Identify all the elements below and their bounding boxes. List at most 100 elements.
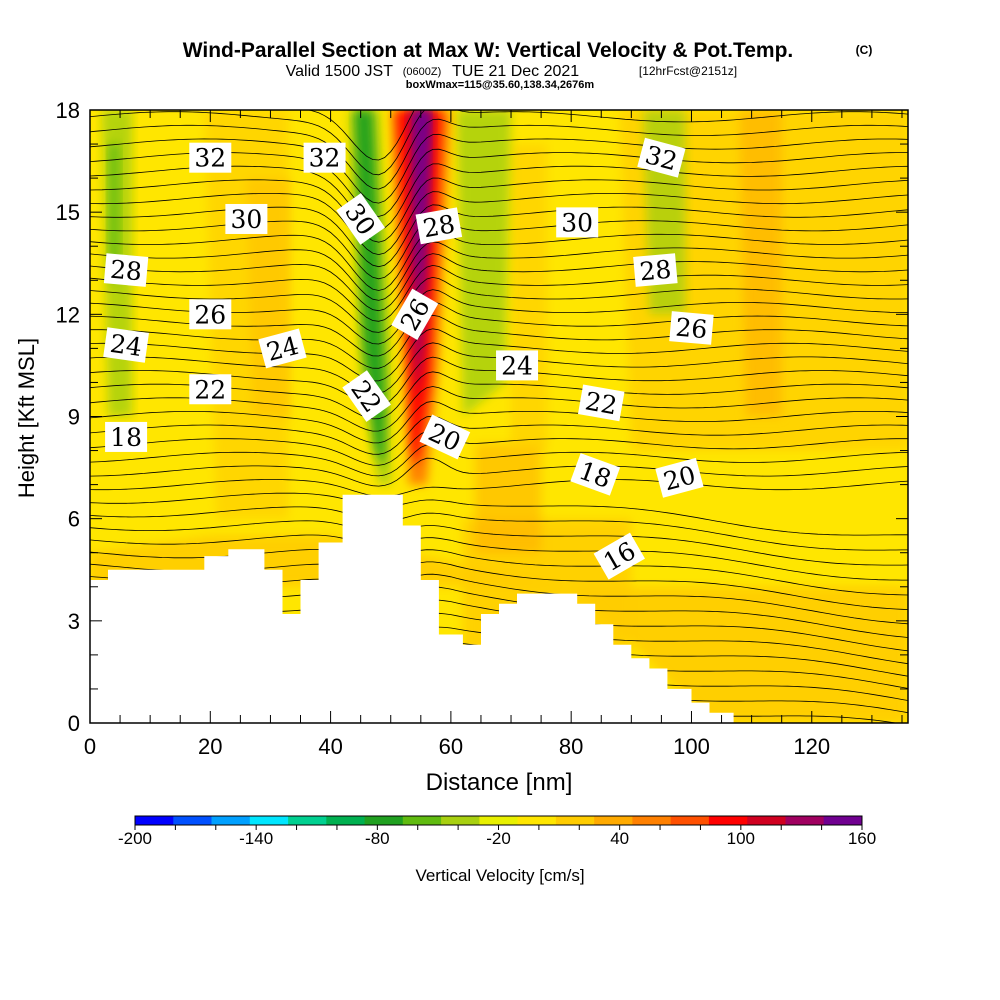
colorbar-tick-label: 100 <box>727 829 755 848</box>
colorbar-tick-label: 40 <box>610 829 629 848</box>
isentrope-line <box>90 118 908 190</box>
y-tick-label: 6 <box>68 507 80 532</box>
colorbar-swatch <box>173 816 213 825</box>
theta-label: 18 <box>105 421 148 452</box>
theta-label-bg <box>669 311 714 345</box>
west-green-core <box>108 144 121 281</box>
colorbar-swatch <box>326 816 366 825</box>
theta-label-bg <box>303 142 346 173</box>
terrain <box>90 494 734 723</box>
theta-label-text: 22 <box>194 375 226 404</box>
theta-label: 28 <box>103 253 149 287</box>
theta-label: 22 <box>577 384 625 422</box>
y-tick-label: 18 <box>56 98 80 123</box>
theta-label-text: 26 <box>674 313 708 345</box>
box-wmax-label: boxWmax=115@35.60,138.34,2676m <box>406 79 595 91</box>
isentrope-line <box>90 133 908 204</box>
isentrope-line <box>90 264 908 322</box>
colorbar-swatch <box>441 816 480 825</box>
isentrope-line <box>90 430 908 466</box>
theta-label-text: 32 <box>194 144 226 173</box>
theta-label-bg <box>556 207 599 238</box>
colorbar-swatch <box>517 816 557 825</box>
theta-label: 32 <box>303 142 346 173</box>
theta-label-bg <box>189 142 232 173</box>
updraft-purple <box>414 110 430 298</box>
upper-west-orange <box>204 110 289 519</box>
theta-label-bg <box>593 532 645 580</box>
isentrope-line <box>90 492 908 536</box>
theta-label-text: 28 <box>109 255 143 287</box>
y-tick-label: 12 <box>56 302 80 327</box>
colorbar-swatch <box>632 816 672 825</box>
theta-label: 28 <box>633 253 678 287</box>
theta-label-text: 22 <box>583 386 619 420</box>
colorbar-swatch <box>479 816 519 825</box>
isentrope-line <box>90 276 908 333</box>
plot-area <box>90 110 908 723</box>
isentrope-line <box>90 191 908 256</box>
colorbar-swatch <box>402 816 442 825</box>
theta-label-text: 24 <box>108 329 144 362</box>
colorbar-swatch <box>670 816 710 825</box>
theta-label-text: 28 <box>638 255 672 287</box>
isentrope-line <box>90 506 908 551</box>
isentrope-line <box>90 110 908 176</box>
theta-label-bg <box>570 453 621 496</box>
colorbar: -200 -140 -80 -20 40 100 160 <box>118 815 876 848</box>
isentrope-line <box>90 229 908 291</box>
axis-ticks: 0 20 40 60 80 100 120 0 3 6 9 12 15 18 <box>56 98 908 759</box>
colorbar-swatch <box>823 816 863 825</box>
colorbar-swatch <box>364 816 404 825</box>
theta-label: 30 <box>556 207 599 238</box>
isentrope-line <box>90 177 908 243</box>
theta-label: 24 <box>496 350 539 381</box>
valid-time-label: Valid 1500 JST <box>286 63 394 80</box>
upper-east-orange-strip <box>739 110 782 417</box>
colorbar-tick-label: 160 <box>848 829 876 848</box>
y-tick-label: 0 <box>68 711 80 736</box>
isentrope-line <box>90 253 908 312</box>
colorbar-tick-label: -80 <box>365 829 390 848</box>
colorbar-swatch <box>288 816 327 825</box>
theta-label-text: 26 <box>194 300 226 329</box>
theta-label: 26 <box>669 311 714 345</box>
mid-column-orange <box>511 144 548 451</box>
theta-label-bg <box>103 253 149 287</box>
chart-title: Wind-Parallel Section at Max W: Vertical… <box>183 39 794 62</box>
theta-label-bg <box>655 457 704 498</box>
theta-label-bg <box>391 288 439 341</box>
valid-zulu-label: (0600Z) <box>403 66 442 78</box>
y-tick-label: 3 <box>68 609 80 634</box>
isentrope-line <box>90 400 908 444</box>
colorbar-swatch <box>785 816 825 825</box>
isentrope-line <box>90 534 908 581</box>
valid-time-line: Valid 1500 JST (0600Z) TUE 21 Dec 2021 [… <box>286 63 737 80</box>
colorbar-swatch <box>249 816 289 825</box>
theta-label-text: 28 <box>421 209 457 243</box>
isentrope-line <box>90 314 908 369</box>
isentrope-line <box>90 415 908 455</box>
theta-label-text: 30 <box>230 205 262 234</box>
theta-label: 24 <box>258 328 307 369</box>
theta-label: 24 <box>103 327 149 363</box>
y-tick-label: 9 <box>68 405 80 430</box>
theta-label-bg <box>633 253 678 287</box>
copyright-mark: (C) <box>856 43 873 57</box>
x-tick-label: 100 <box>673 734 710 759</box>
theta-label-bg <box>225 203 268 234</box>
x-tick-label: 60 <box>439 734 463 759</box>
theta-label-bg <box>103 327 149 363</box>
theta-label-text: 24 <box>501 351 533 380</box>
colorbar-tick-label: -140 <box>239 829 273 848</box>
theta-label-bg <box>105 421 148 452</box>
valid-date-label: TUE 21 Dec 2021 <box>452 63 579 80</box>
x-tick-label: 20 <box>198 734 222 759</box>
y-axis-title: Height [Kft MSL] <box>14 338 39 498</box>
isentrope-line <box>90 457 908 487</box>
theta-label-bg <box>189 374 232 405</box>
colorbar-tick-label: -200 <box>118 829 152 848</box>
forecast-label: [12hrFcst@2151z] <box>639 64 737 78</box>
isentrope-line <box>90 241 908 301</box>
